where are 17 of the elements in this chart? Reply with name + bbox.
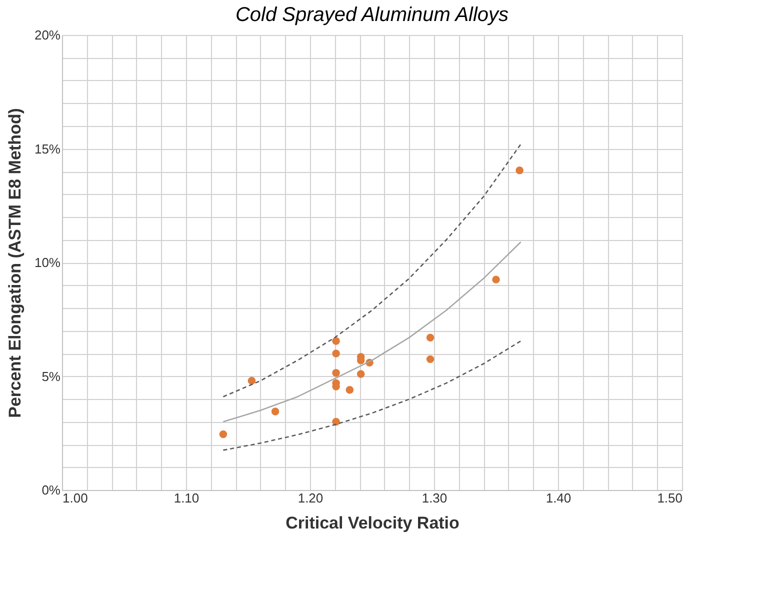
x-tick-label: 1.50 (657, 490, 682, 506)
chart-title: Cold Sprayed Aluminum Alloys (235, 4, 509, 26)
line-series (222, 340, 522, 451)
y-axis-title: Percent Elongation (ASTM E8 Method) (5, 108, 24, 418)
y-tick-label: 10% (34, 255, 61, 270)
x-tick-label: 1.30 (422, 490, 448, 506)
x-tick-label: 1.00 (62, 490, 88, 506)
x-tick-label: 1.10 (174, 490, 200, 506)
x-axis-title: Critical Velocity Ratio (286, 514, 460, 532)
x-tick-label: 1.20 (298, 490, 324, 506)
line-series (222, 241, 522, 422)
y-tick-label: 15% (34, 141, 61, 156)
line-series (222, 144, 522, 398)
y-tick-label: 0% (42, 482, 61, 498)
y-tick-label: 20% (34, 28, 61, 42)
y-tick-label: 5% (42, 368, 61, 384)
x-tick-label: 1.40 (546, 490, 572, 506)
